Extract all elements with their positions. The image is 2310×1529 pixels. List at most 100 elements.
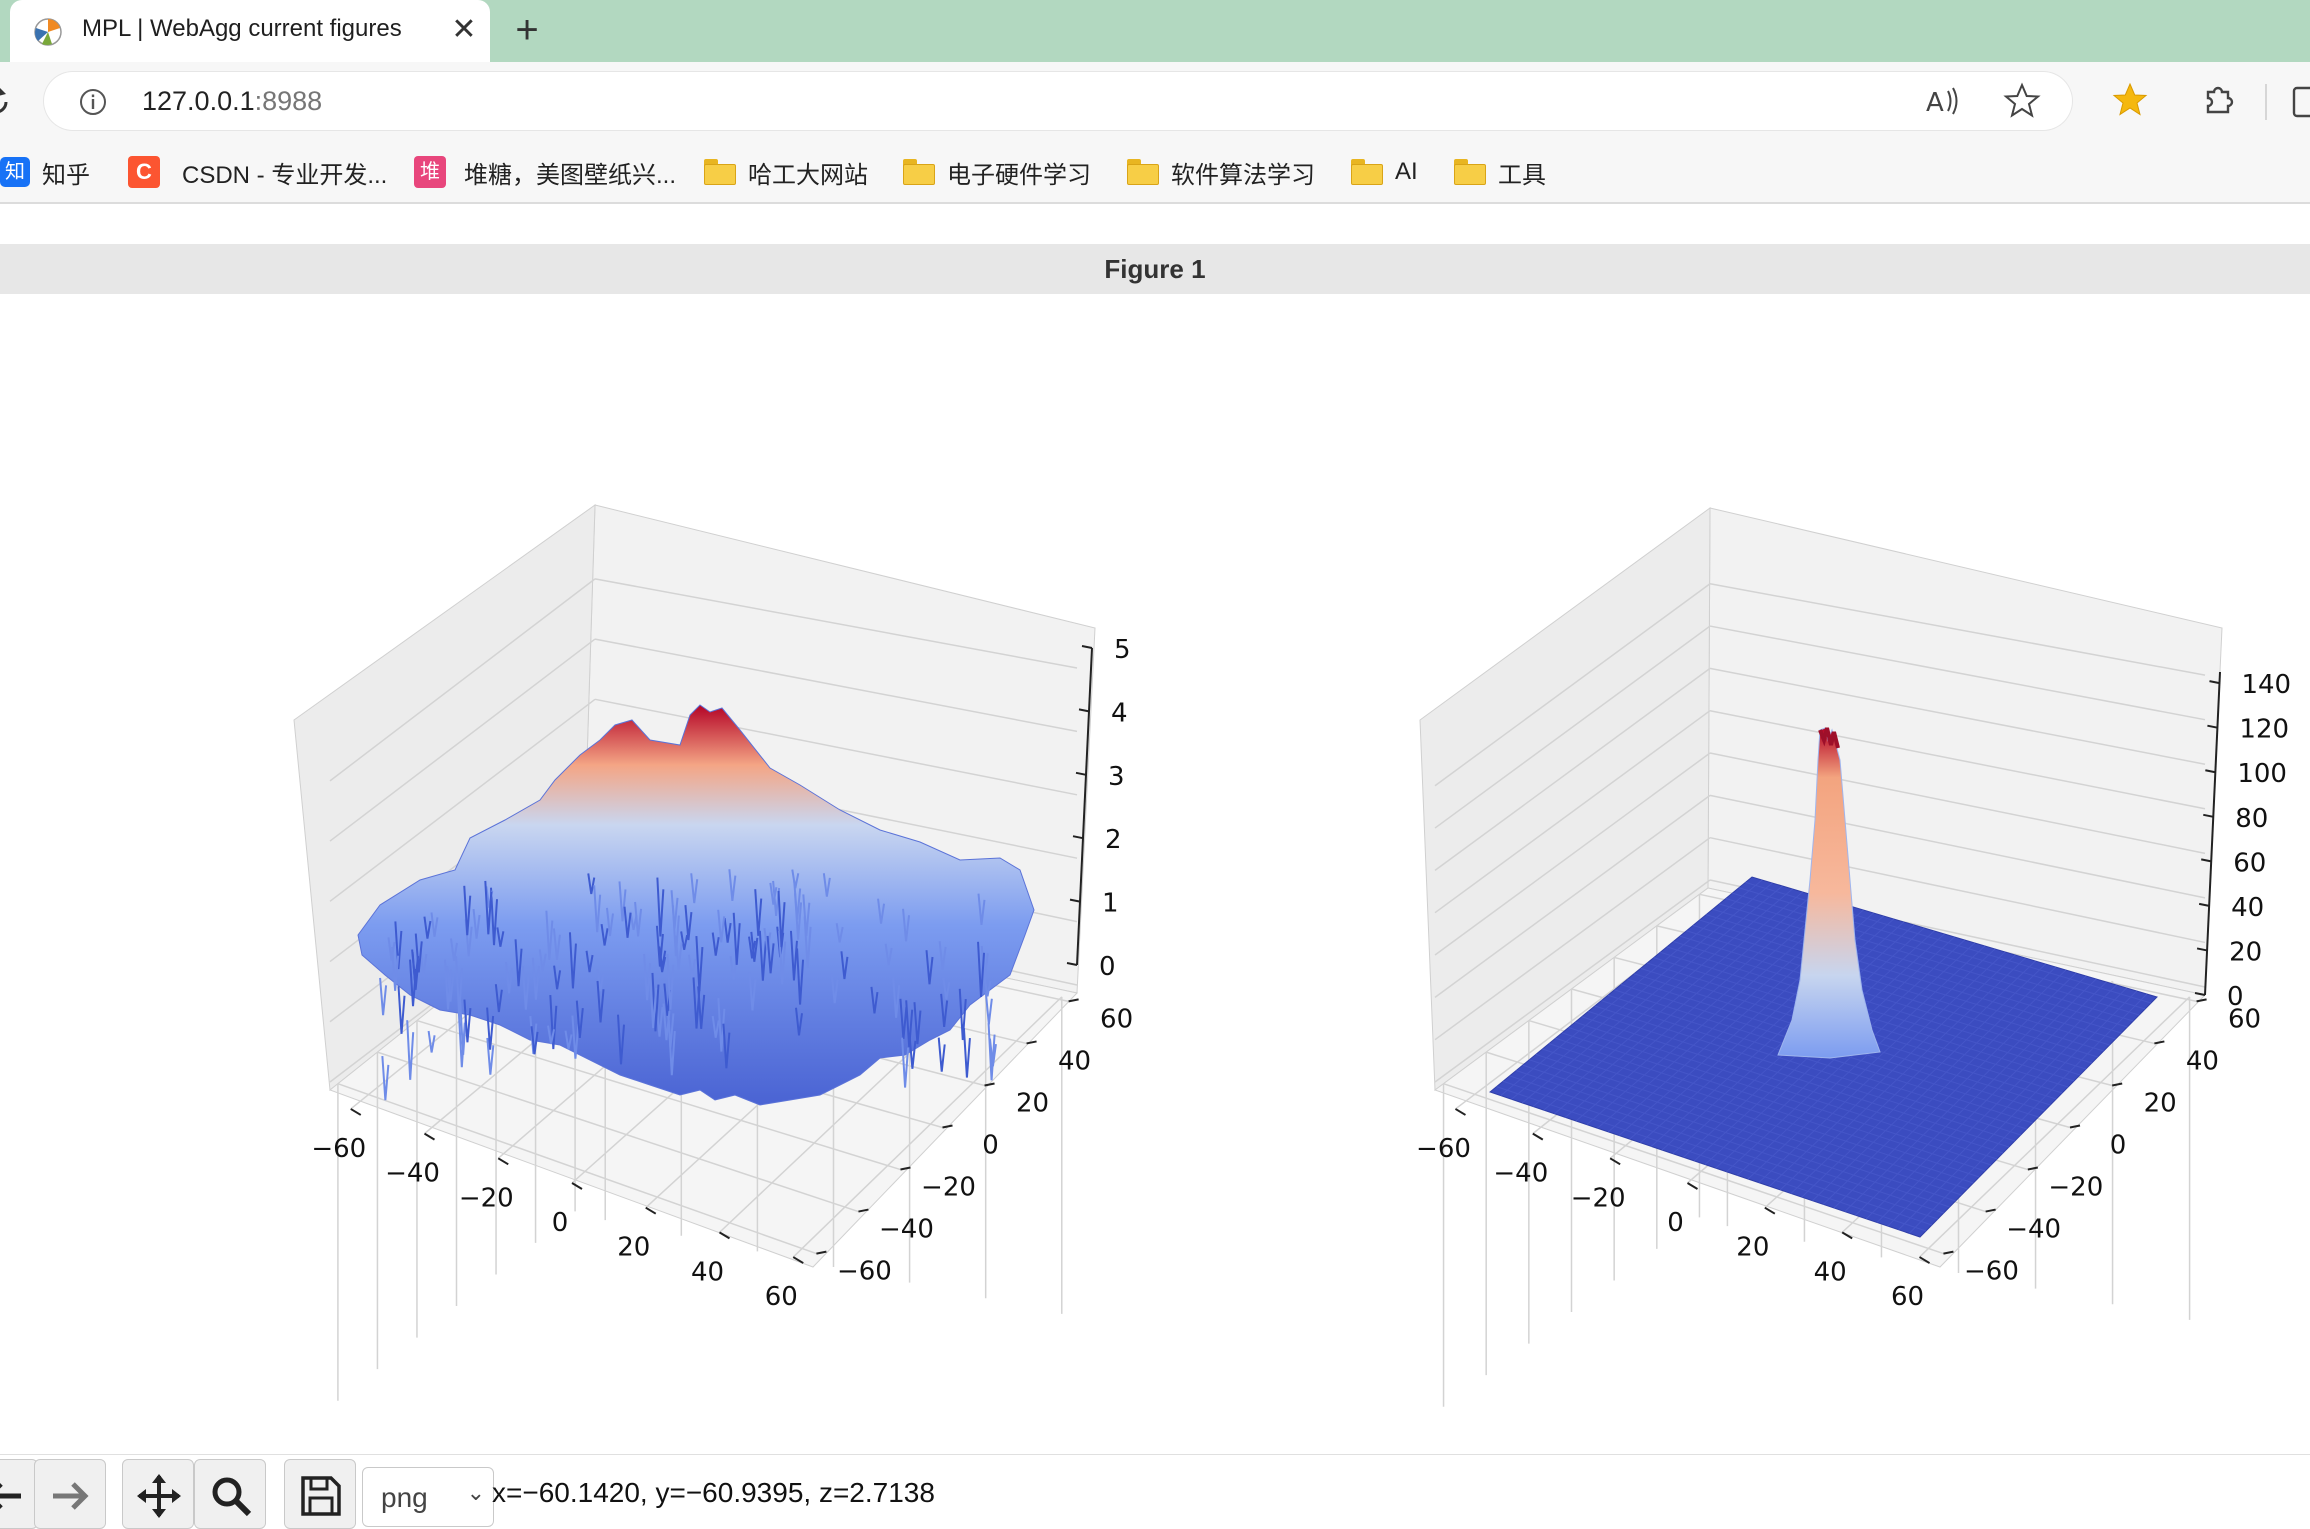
magnifier-icon <box>212 1477 252 1517</box>
left-x-tick-label: −20 <box>459 1183 514 1213</box>
bookmarks-bar: 知 知乎 C CSDN - 专业开发... 堆 堆糖，美图壁纸兴... 哈工大网… <box>0 142 2310 204</box>
bookmark-folder-ai[interactable]: AI <box>1351 152 1418 192</box>
url-port: :8988 <box>254 86 323 116</box>
left-z-gridline-side <box>329 698 596 902</box>
left-noise-spike <box>925 950 934 985</box>
left-y-tick-label: 0 <box>982 1131 999 1161</box>
left-y-tick-mark <box>1026 1040 1037 1045</box>
left-noise-spike <box>913 1002 922 1045</box>
right-y-tick-label: 0 <box>2110 1131 2127 1161</box>
bookmark-folder-hardware[interactable]: 电子硬件学习 <box>903 152 1091 192</box>
left-z-tick-label: 3 <box>1108 762 1125 792</box>
left-noise-spike <box>748 971 757 1011</box>
left-noise-spike <box>553 965 562 990</box>
right-y-gridline <box>1443 1082 1944 1255</box>
right-z-tick-label: 0 <box>2227 982 2244 1012</box>
move-icon <box>137 1474 181 1518</box>
right-mesh-line <box>1736 945 1986 1176</box>
right-z-gridline-side <box>1434 625 1711 829</box>
right-mesh-line <box>1855 978 2097 1216</box>
left-y-tick-label: −20 <box>921 1173 976 1203</box>
info-icon[interactable] <box>78 87 108 117</box>
right-z-gridline-side <box>1434 794 1711 998</box>
bookmark-zhihu[interactable]: 知 知乎 <box>0 152 90 192</box>
extensions-icon[interactable] <box>2198 80 2238 120</box>
left-noise-spike <box>822 873 831 897</box>
bookmark-folder-hit[interactable]: 哈工大网站 <box>704 152 868 192</box>
left-noise-spike <box>530 1026 539 1055</box>
left-noise-spike <box>459 1000 468 1055</box>
favorite-star-icon[interactable] <box>2002 81 2042 121</box>
left-x-tick-mark <box>571 1182 583 1190</box>
right-z-tick-mark <box>2209 680 2220 685</box>
bookmark-duitang[interactable]: 堆 堆糖，美图壁纸兴... <box>414 152 676 192</box>
format-select[interactable]: png ⌄ <box>362 1467 494 1527</box>
left-noise-spike <box>568 932 577 989</box>
refresh-icon[interactable] <box>0 82 16 122</box>
right-mesh-line <box>1908 993 2148 1234</box>
save-button[interactable] <box>284 1459 356 1529</box>
left-noise-spike <box>711 1015 720 1038</box>
left-x-tick-mark <box>350 1108 362 1116</box>
left-z-tick-mark <box>1078 708 1090 713</box>
floppy-disk-icon <box>301 1476 341 1516</box>
right-x-tick-label: 20 <box>1736 1233 1769 1263</box>
right-mesh-line <box>1719 903 2128 1028</box>
left-noise-spike <box>381 1055 390 1101</box>
bookmark-folder-tools[interactable]: 工具 <box>1454 152 1546 192</box>
left-noise-spike <box>870 986 879 1014</box>
right-y-tick-mark <box>1985 1208 1996 1213</box>
browser-tab[interactable]: MPL | WebAgg current figures ✕ <box>10 0 490 62</box>
right-y-tick-label: 40 <box>2186 1046 2219 1076</box>
left-z-gridline <box>594 698 1078 796</box>
forward-button[interactable] <box>34 1459 106 1529</box>
left-noise-spike <box>748 936 757 959</box>
right-axis-ticks: −60−40−200204060−60−40−20020406002040608… <box>1416 670 2291 1312</box>
left-noise-spike <box>490 887 499 946</box>
right-peak-crest <box>1818 727 1840 749</box>
right-z-gridline <box>1709 582 2206 676</box>
left-noise-spike <box>571 1015 580 1059</box>
left-noise-spike <box>486 1007 495 1050</box>
right-mesh-line <box>1779 957 2026 1191</box>
right-mesh-line <box>1898 990 2138 1231</box>
right-mesh-line <box>1686 930 2098 1058</box>
right-peak-surface <box>1777 727 1881 1059</box>
right-mesh-line <box>1712 908 2122 1034</box>
right-z-gridline <box>1709 794 2206 899</box>
address-bar[interactable]: 127.0.0.1:8988 A <box>44 72 2072 130</box>
zoom-button[interactable] <box>194 1459 266 1529</box>
left-z-tick-mark <box>1075 771 1087 776</box>
left-z-axis-line <box>1076 647 1093 966</box>
left-noise-spike <box>674 935 683 970</box>
left-noise-spike <box>463 999 472 1043</box>
favorites-icon[interactable] <box>2110 80 2150 120</box>
right-surface-plot[interactable]: −60−40−200204060−60−40−20020406002040608… <box>1416 507 2291 1407</box>
left-noise-spike <box>778 930 787 985</box>
pan-button[interactable] <box>122 1459 194 1529</box>
left-y-tick-mark <box>858 1208 869 1213</box>
url-text[interactable]: 127.0.0.1:8988 <box>142 86 322 117</box>
bookmark-folder-software[interactable]: 软件算法学习 <box>1127 152 1315 192</box>
right-z-tick-mark <box>2205 769 2216 774</box>
bookmark-label: 电子硬件学习 <box>947 161 1091 189</box>
left-z-tick-mark <box>1072 835 1084 840</box>
right-mesh-line <box>1801 963 2046 1198</box>
read-aloud-icon[interactable]: A <box>1922 81 1962 121</box>
left-noise-spike <box>711 932 720 956</box>
right-x-gridline <box>1919 996 2191 1258</box>
right-x-tick-label: −60 <box>1416 1134 1471 1164</box>
left-noise-spike <box>835 923 844 943</box>
new-tab-button[interactable]: + <box>515 8 539 52</box>
left-y-tick-mark <box>942 1124 953 1129</box>
close-tab-icon[interactable]: ✕ <box>451 13 477 46</box>
right-z-tick-label: 140 <box>2241 670 2291 700</box>
left-noise-spike <box>596 980 605 1023</box>
collections-icon[interactable] <box>2290 82 2310 122</box>
back-button[interactable] <box>0 1459 38 1529</box>
bookmark-csdn[interactable]: C CSDN - 专业开发... <box>128 152 387 192</box>
left-noise-spike <box>617 1014 625 1065</box>
right-mesh-line <box>1876 984 2117 1223</box>
